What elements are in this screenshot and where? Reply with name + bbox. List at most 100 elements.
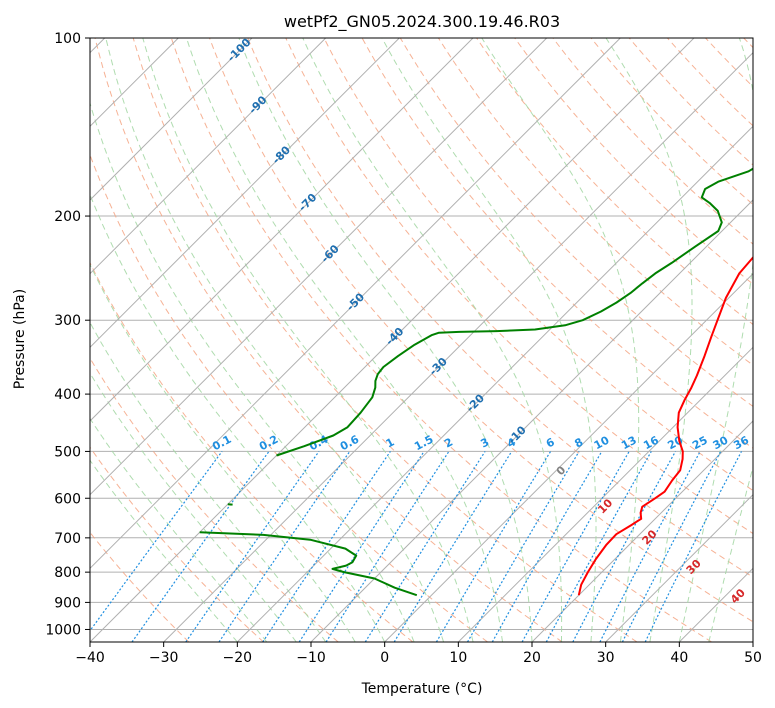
dewpoint-line bbox=[276, 167, 753, 457]
x-tick-label: 30 bbox=[597, 650, 615, 666]
isotherm-line bbox=[310, 199, 753, 642]
moist-adiabat bbox=[605, 38, 693, 642]
dewpoint-line bbox=[199, 531, 418, 597]
temperature-line bbox=[577, 256, 753, 596]
dry-adiabat bbox=[90, 357, 339, 642]
x-tick-label: −20 bbox=[223, 650, 253, 666]
y-axis: 100 200 300 400 500 600 700 800 900 1000 bbox=[45, 31, 90, 638]
mixing-ratio-label: 0.2 bbox=[257, 433, 280, 454]
mixing-ratio-label: 1 bbox=[384, 435, 397, 450]
x-tick-label: −40 bbox=[75, 650, 105, 666]
moist-adiabat bbox=[90, 101, 415, 642]
x-tick-label: 50 bbox=[744, 650, 762, 666]
dry-adiabat-label: 10 bbox=[595, 496, 615, 516]
mixing-ratio-line bbox=[325, 451, 450, 642]
x-axis-title: Temperature (°C) bbox=[361, 681, 483, 697]
mixing-ratio-line bbox=[466, 451, 580, 642]
moist-adiabat bbox=[90, 372, 297, 642]
dry-adiabat bbox=[552, 38, 753, 245]
moist-adiabat bbox=[90, 417, 268, 642]
y-tick-label: 100 bbox=[54, 31, 81, 47]
mixing-ratio-line bbox=[393, 451, 513, 642]
mixing-ratio-label: 30 bbox=[711, 433, 731, 452]
x-axis: −40 −30 −20 −10 0 10 20 30 40 50 bbox=[75, 642, 762, 666]
mixing-ratio-label: 13 bbox=[619, 434, 639, 453]
dry-adiabat bbox=[94, 38, 563, 642]
mixing-ratio-line bbox=[262, 451, 391, 642]
mixing-ratio-label: 3 bbox=[478, 435, 491, 450]
dry-adiabat bbox=[590, 38, 753, 206]
mixing-ratio-label: 0.1 bbox=[210, 433, 233, 454]
isotherm-line bbox=[605, 493, 753, 642]
isotherm-line bbox=[384, 272, 753, 642]
mixing-ratio-line bbox=[491, 451, 603, 642]
dry-adiabat bbox=[743, 38, 753, 49]
dry-adiabat bbox=[170, 38, 712, 642]
y-axis-title: Pressure (hPa) bbox=[12, 289, 28, 389]
isotherm-line bbox=[236, 125, 753, 642]
isotherm-line bbox=[163, 51, 753, 642]
plot-frame bbox=[89, 37, 754, 643]
dry-adiabat bbox=[90, 446, 264, 642]
y-tick-label: 200 bbox=[54, 209, 81, 225]
mixing-ratio-line bbox=[298, 451, 425, 642]
dry-adiabat-label: 40 bbox=[728, 586, 748, 606]
mixing-ratio-label: 6 bbox=[544, 435, 557, 450]
mixing-ratio-label: 20 bbox=[665, 433, 685, 452]
y-tick-label: 700 bbox=[54, 531, 81, 547]
moist-adiabat bbox=[90, 193, 386, 642]
moist-adiabat bbox=[238, 38, 533, 642]
mixing-ratio-line bbox=[218, 451, 351, 642]
dry-adiabat bbox=[90, 261, 414, 642]
mixing-ratio-label: 36 bbox=[731, 433, 751, 452]
y-tick-label: 300 bbox=[54, 313, 81, 329]
isotherm-line bbox=[457, 346, 753, 642]
isotherm-line bbox=[90, 38, 327, 275]
mixing-ratio-line bbox=[364, 451, 486, 642]
dry-adiabat-label: 30 bbox=[684, 557, 704, 577]
chart-title: wetPf2_GN05.2024.300.19.46.R03 bbox=[284, 12, 560, 32]
dry-adiabat bbox=[476, 38, 753, 326]
isotherm-line bbox=[90, 38, 474, 422]
dry-adiabat bbox=[247, 38, 753, 578]
dry-adiabat-label: 20 bbox=[640, 527, 660, 547]
y-tick-label: 800 bbox=[54, 565, 81, 581]
moist-adiabat bbox=[142, 38, 474, 642]
y-tick-label: 900 bbox=[54, 595, 81, 611]
mixing-ratio-line bbox=[185, 451, 320, 642]
isotherm-line bbox=[90, 38, 400, 349]
mixing-ratio-label: 25 bbox=[690, 434, 710, 453]
dry-adiabat bbox=[323, 38, 753, 492]
moist-adiabat bbox=[678, 38, 753, 642]
mixing-ratio-line bbox=[545, 451, 652, 642]
moist-adiabat bbox=[90, 263, 356, 642]
mixing-ratio-label: 1.5 bbox=[412, 433, 435, 454]
x-tick-label: −30 bbox=[149, 650, 179, 666]
mixing-ratio-label: 0.6 bbox=[338, 432, 362, 453]
mixing-ratio-line bbox=[644, 451, 743, 642]
isotherm-line bbox=[752, 641, 753, 642]
x-tick-label: −10 bbox=[296, 650, 326, 666]
dry-adiabat bbox=[705, 38, 753, 88]
y-tick-label: 400 bbox=[54, 387, 81, 403]
moist-adiabat bbox=[708, 465, 753, 642]
y-tick-label: 500 bbox=[54, 444, 81, 460]
y-tick-label: 1000 bbox=[45, 622, 81, 638]
mixing-ratio-line bbox=[572, 451, 677, 642]
mixing-ratio-label: 2 bbox=[442, 435, 455, 450]
moist-adiabat bbox=[105, 38, 445, 642]
dry-adiabat bbox=[132, 38, 638, 642]
isotherm-line bbox=[531, 420, 753, 642]
x-tick-label: 40 bbox=[670, 650, 688, 666]
x-tick-label: 20 bbox=[523, 650, 541, 666]
background-lines bbox=[90, 38, 753, 642]
dry-adiabat bbox=[209, 38, 753, 623]
isotherm-line bbox=[90, 38, 253, 201]
mixing-ratio-line bbox=[131, 451, 270, 642]
dry-adiabat bbox=[514, 38, 753, 285]
dry-adiabat bbox=[667, 38, 753, 127]
isotherm-line bbox=[90, 38, 548, 496]
moist-adiabat bbox=[186, 38, 503, 642]
mixing-ratio-line bbox=[521, 451, 630, 642]
